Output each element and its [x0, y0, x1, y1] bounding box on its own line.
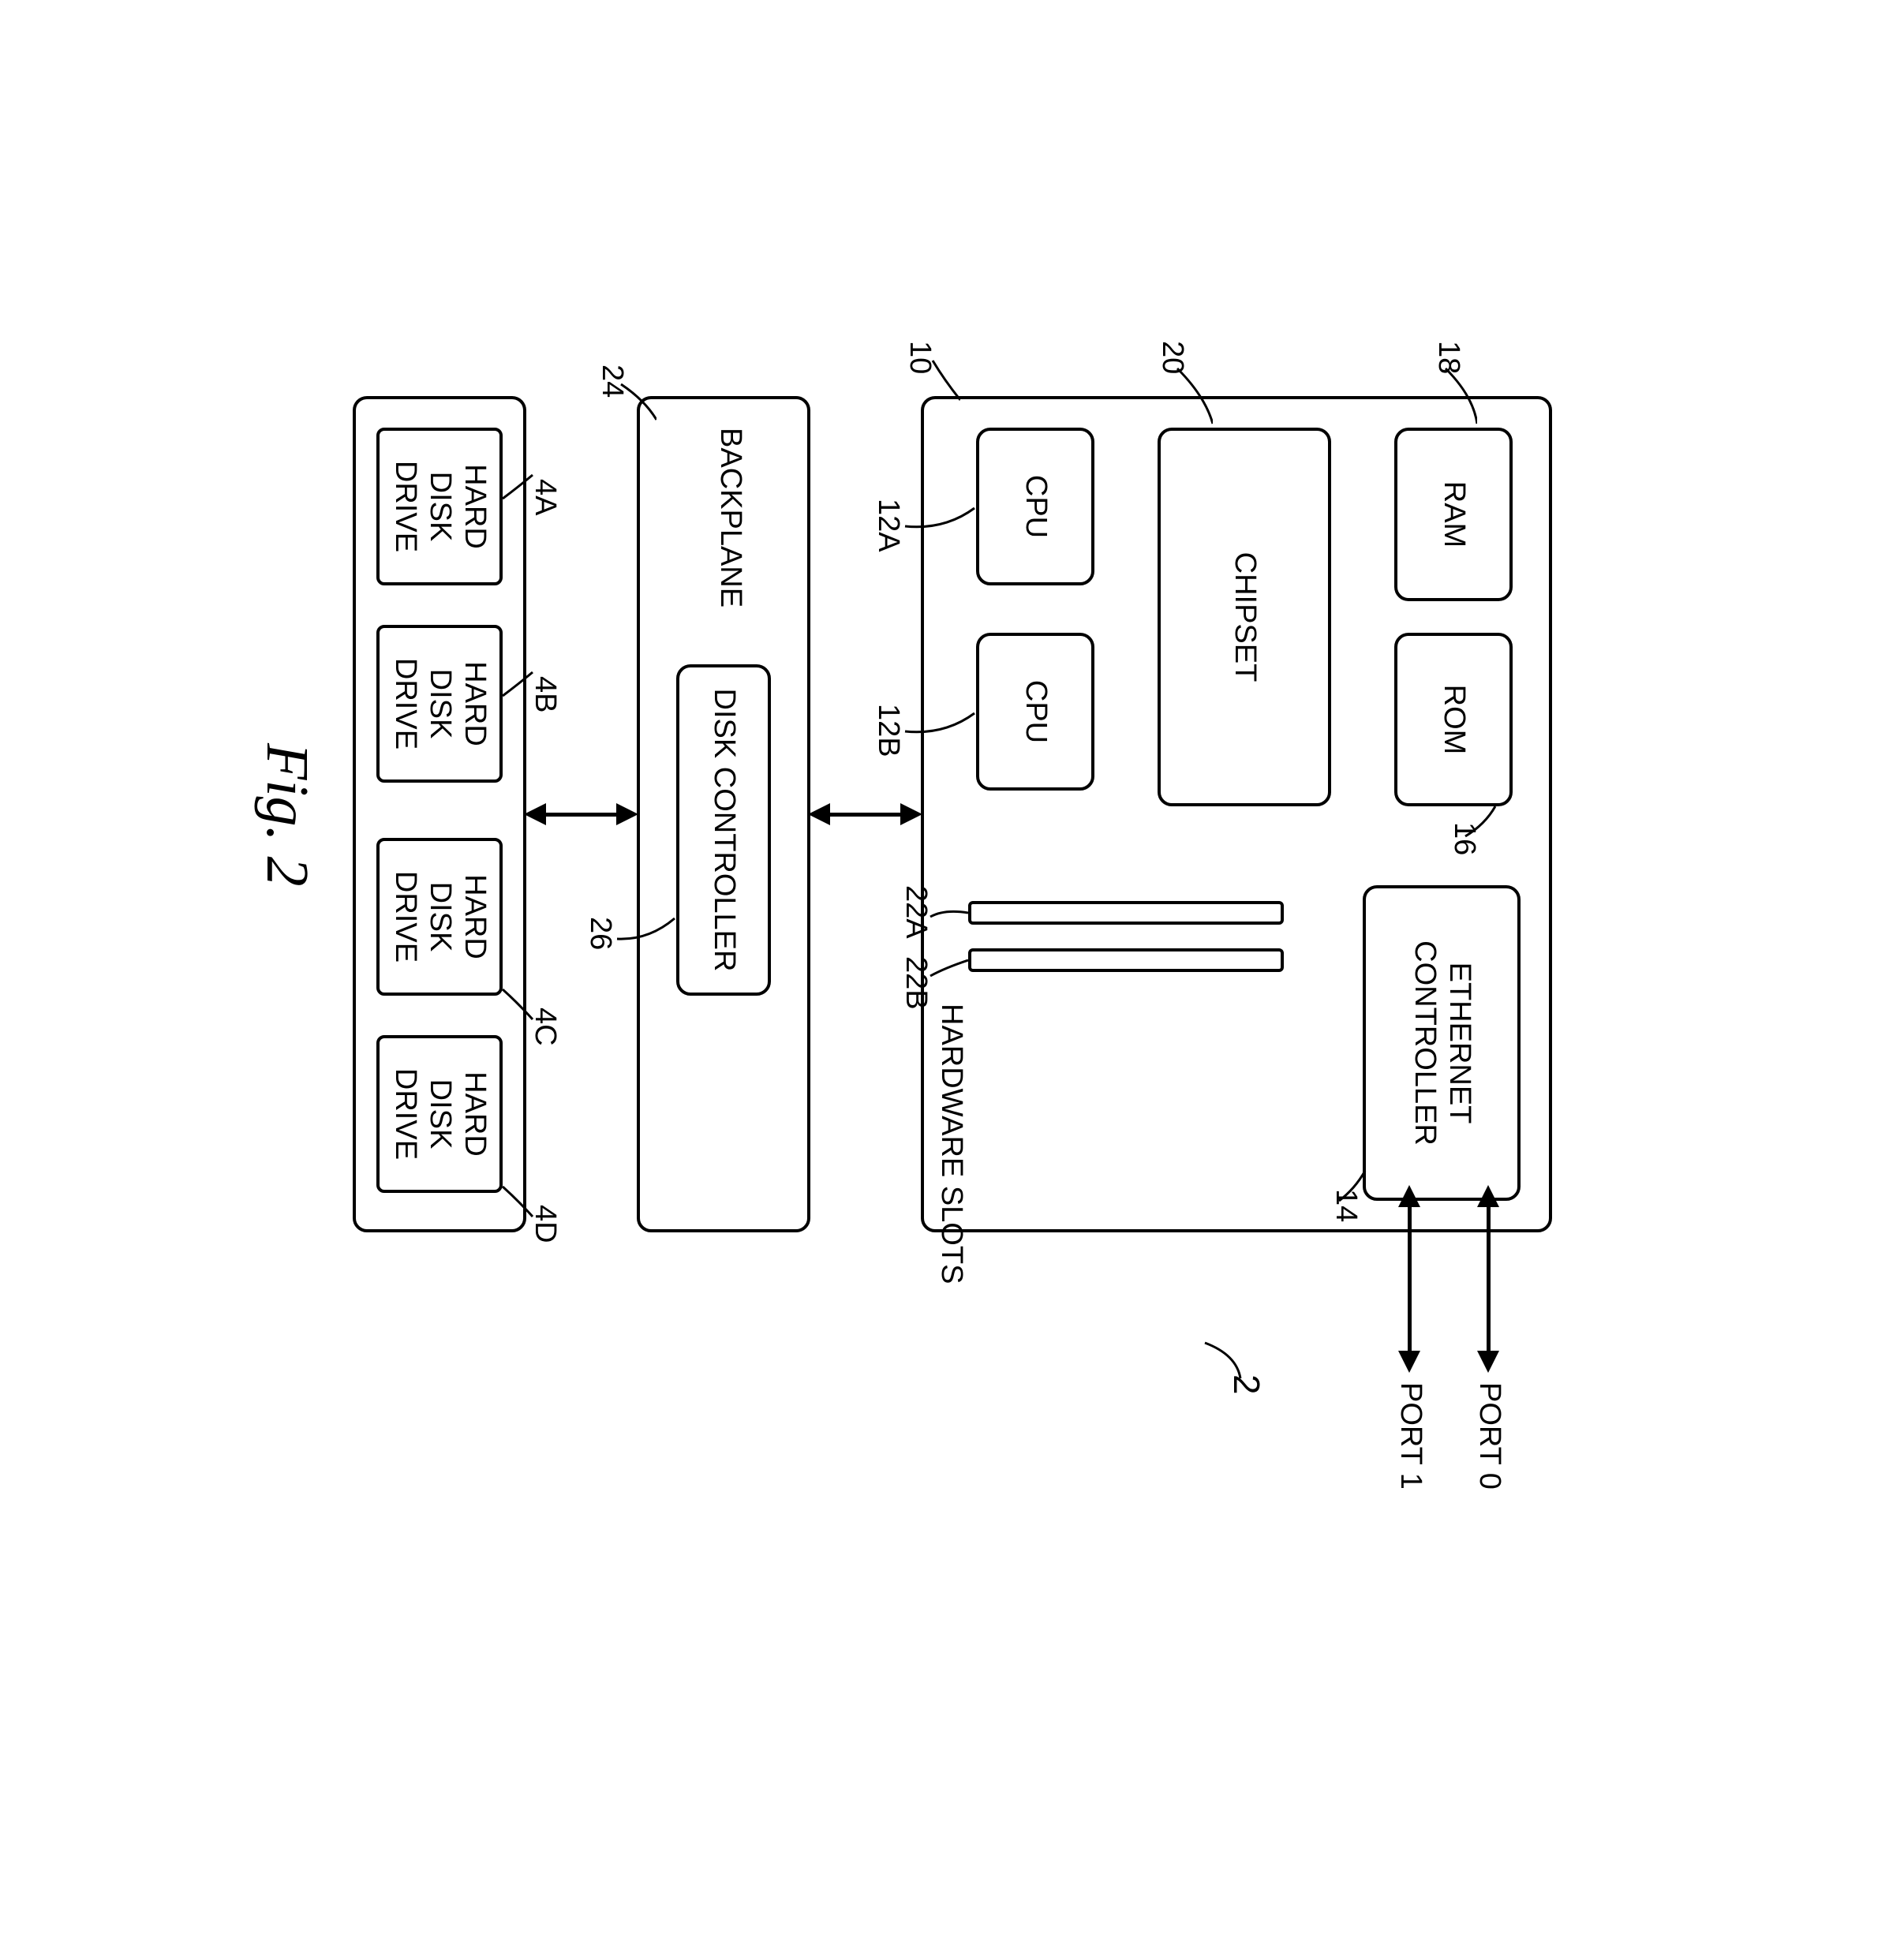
system-ref: 2	[1225, 1374, 1268, 1395]
system-block-diagram: RAM ROM CHIPSET CPU CPU ETHERNET CONTROL…	[321, 270, 1584, 1690]
drive-c: HARD DISK DRIVE	[376, 838, 503, 996]
slot-a	[968, 901, 1284, 925]
chipset-label: CHIPSET	[1227, 551, 1262, 682]
ethernet-label: ETHERNET CONTROLLER	[1407, 940, 1476, 1146]
ethernet-box: ETHERNET CONTROLLER	[1363, 885, 1521, 1201]
drive-d-ref: 4D	[528, 1205, 562, 1243]
drive-b: HARD DISK DRIVE	[376, 625, 503, 783]
ram-box: RAM	[1394, 428, 1513, 601]
drive-a-label: HARD DISK DRIVE	[387, 460, 491, 551]
slot-a-ref: 22A	[899, 885, 933, 939]
chipset-ref: 20	[1155, 341, 1189, 374]
slot-b-ref: 22B	[899, 956, 933, 1010]
cpu-b-ref: 12B	[871, 704, 905, 757]
drive-a: HARD DISK DRIVE	[376, 428, 503, 585]
ram-ref: 18	[1431, 341, 1465, 374]
cpu-b-box: CPU	[976, 633, 1094, 791]
port1-label: PORT 1	[1393, 1382, 1427, 1490]
drive-b-label: HARD DISK DRIVE	[387, 657, 491, 749]
drive-c-label: HARD DISK DRIVE	[387, 870, 491, 962]
figure-label: Fig. 2	[252, 743, 321, 887]
drive-a-ref: 4A	[528, 479, 562, 515]
drive-d-label: HARD DISK DRIVE	[387, 1067, 491, 1159]
ethernet-ref: 14	[1329, 1189, 1363, 1222]
cpu-a-label: CPU	[1018, 474, 1053, 537]
rom-ref: 16	[1447, 822, 1481, 855]
cpu-a-box: CPU	[976, 428, 1094, 585]
backplane-label: BACKPLANE	[713, 428, 747, 608]
drive-c-ref: 4C	[528, 1008, 562, 1046]
backplane-ref: 24	[595, 365, 629, 398]
rom-box: ROM	[1394, 633, 1513, 806]
drive-b-ref: 4B	[528, 676, 562, 712]
ram-label: RAM	[1436, 480, 1471, 547]
drive-d: HARD DISK DRIVE	[376, 1035, 503, 1193]
disk-controller-ref: 26	[583, 917, 617, 950]
rom-label: ROM	[1436, 684, 1471, 754]
cpu-b-label: CPU	[1018, 679, 1053, 742]
hardware-slots-label: HARDWARE SLOTS	[934, 1004, 968, 1284]
port0-label: PORT 0	[1472, 1382, 1506, 1490]
disk-controller-box: DISK CONTROLLER	[676, 664, 771, 996]
disk-controller-label: DISK CONTROLLER	[706, 688, 741, 971]
slot-b	[968, 948, 1284, 972]
motherboard-ref: 10	[903, 341, 937, 374]
cpu-a-ref: 12A	[871, 499, 905, 552]
chipset-box: CHIPSET	[1158, 428, 1331, 806]
